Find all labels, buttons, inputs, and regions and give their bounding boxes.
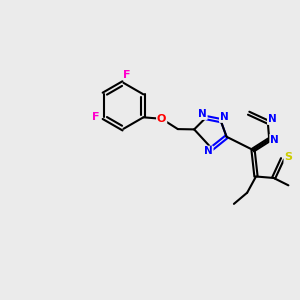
- Text: N: N: [204, 146, 213, 157]
- Text: N: N: [270, 135, 279, 145]
- Text: F: F: [92, 112, 99, 122]
- Text: N: N: [198, 109, 207, 119]
- Text: O: O: [157, 114, 166, 124]
- Text: S: S: [284, 152, 292, 162]
- Text: F: F: [123, 70, 131, 80]
- Text: N: N: [220, 112, 229, 122]
- Text: N: N: [268, 114, 277, 124]
